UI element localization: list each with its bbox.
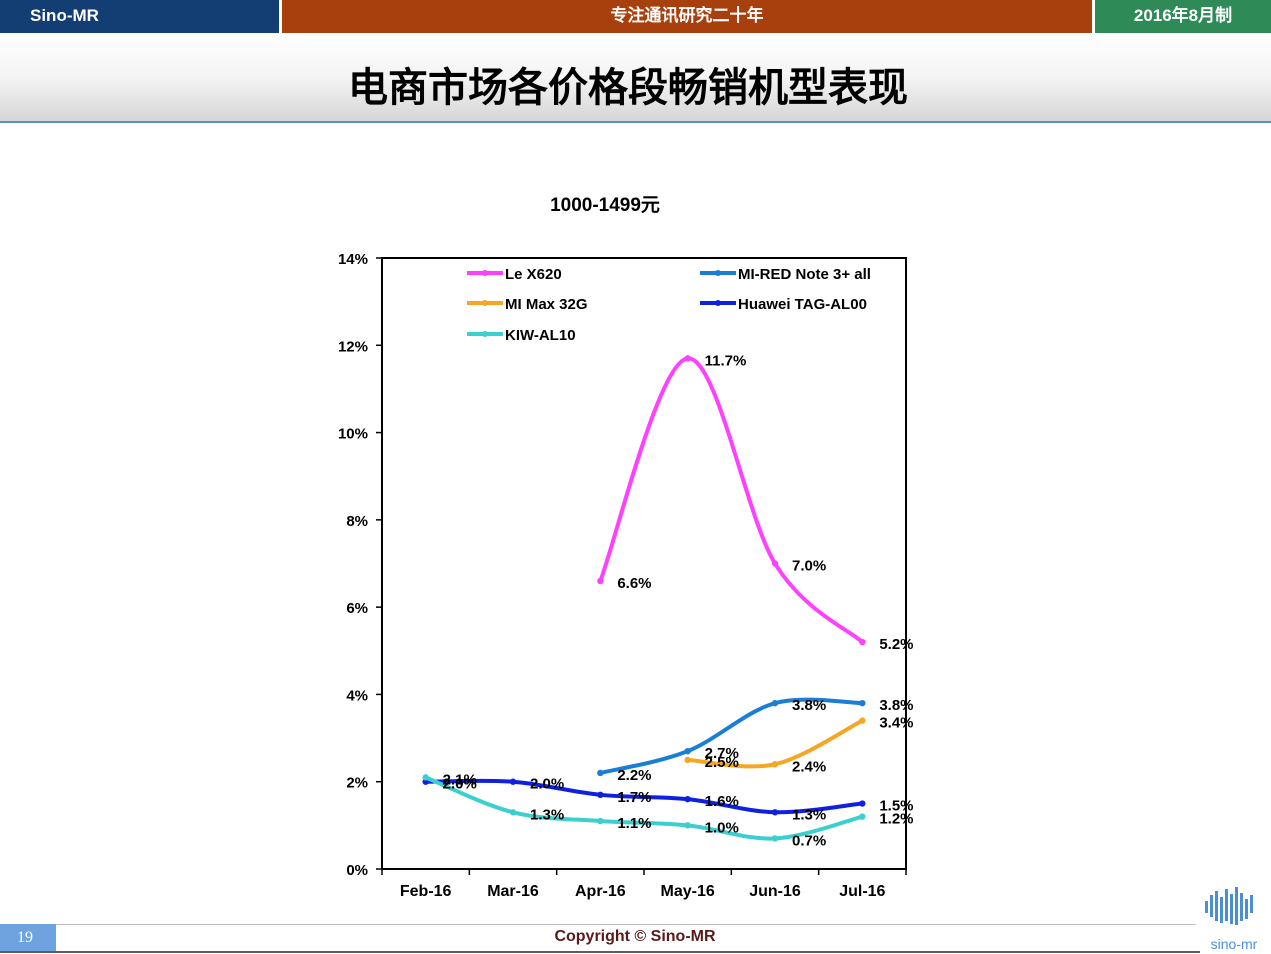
- data-point: [684, 795, 691, 803]
- legend-label: MI-RED Note 3+ all: [738, 266, 871, 283]
- footer-bottom-line: [0, 951, 1200, 953]
- brand-bar: Sino-MR: [0, 0, 279, 33]
- data-label: 0.7%: [792, 832, 826, 849]
- data-point: [684, 747, 691, 755]
- legend-marker: [482, 331, 488, 337]
- x-tick-label: Mar-16: [487, 883, 539, 900]
- x-tick-label: Jun-16: [749, 883, 801, 900]
- data-label: 2.0%: [530, 776, 564, 793]
- data-label: 2.5%: [705, 754, 739, 771]
- series-line: [425, 778, 863, 815]
- data-label: 2.2%: [617, 767, 651, 784]
- data-point: [771, 560, 779, 567]
- data-label: 2.0%: [443, 776, 477, 793]
- page-number-badge: 19: [0, 924, 56, 951]
- data-label: 6.6%: [617, 575, 651, 592]
- date-label: 2016年8月制: [1133, 6, 1233, 25]
- slogan-bar: 专注通讯研究二十年: [282, 0, 1092, 33]
- data-point: [859, 800, 866, 807]
- x-tick-label: Jul-16: [839, 883, 885, 900]
- data-label: 1.1%: [617, 815, 651, 832]
- y-tick-label: 0%: [346, 862, 368, 879]
- data-point: [597, 577, 604, 585]
- series-line: [598, 356, 864, 644]
- slogan: 专注通讯研究二十年: [610, 6, 764, 25]
- x-tick-label: Feb-16: [400, 883, 452, 900]
- date-bar: 2016年8月制: [1095, 0, 1271, 33]
- y-tick-label: 4%: [346, 687, 368, 704]
- data-label: 2.1%: [443, 771, 477, 788]
- legend-label: KIW-AL10: [505, 327, 576, 344]
- legend-marker: [482, 300, 488, 306]
- data-point: [684, 756, 691, 764]
- legend-label: MI Max 32G: [505, 296, 588, 313]
- legend-marker: [715, 270, 721, 276]
- data-point: [509, 778, 517, 785]
- brand-name: Sino-MR: [30, 6, 99, 25]
- sino-mr-logo: sino-mr: [1205, 887, 1258, 952]
- x-tick-label: May-16: [661, 883, 715, 900]
- data-point: [597, 769, 604, 777]
- data-label: 1.0%: [705, 819, 739, 836]
- y-tick-label: 10%: [338, 426, 368, 443]
- data-label: 3.8%: [879, 697, 913, 714]
- data-point: [859, 699, 866, 707]
- data-label: 1.3%: [792, 806, 826, 823]
- data-label: 5.2%: [879, 636, 913, 653]
- y-tick-label: 2%: [346, 775, 368, 792]
- data-point: [597, 817, 604, 825]
- chart-title: 1000-1499元: [550, 195, 660, 216]
- data-point: [859, 638, 866, 646]
- data-label: 1.5%: [879, 798, 913, 815]
- data-label: 2.7%: [705, 745, 739, 762]
- data-label: 7.0%: [792, 558, 826, 575]
- data-point: [771, 699, 779, 707]
- data-point: [771, 835, 779, 842]
- y-tick-label: 14%: [338, 251, 368, 268]
- data-label: 1.2%: [879, 811, 913, 828]
- legend-marker: [482, 270, 488, 276]
- page-number: 19: [17, 929, 33, 946]
- legend-label: Le X620: [505, 266, 562, 283]
- top-bar: Sino-MR 专注通讯研究二十年 2016年8月制: [0, 0, 1271, 33]
- y-tick-label: 12%: [338, 338, 368, 355]
- legend-marker: [715, 300, 721, 306]
- data-point: [771, 761, 779, 768]
- y-tick-label: 8%: [346, 513, 368, 530]
- header-divider: [0, 121, 1271, 123]
- data-label: 3.8%: [792, 697, 826, 714]
- data-point: [771, 809, 779, 816]
- data-label: 1.6%: [705, 793, 739, 810]
- series-line: [424, 775, 863, 841]
- data-point: [859, 717, 866, 724]
- legend-label: Huawei TAG-AL00: [738, 296, 867, 313]
- data-label: 1.7%: [617, 789, 651, 806]
- logo-text: sino-mr: [1211, 936, 1258, 952]
- data-label: 1.3%: [530, 806, 564, 823]
- data-label: 3.4%: [879, 715, 913, 732]
- data-point: [509, 809, 517, 816]
- data-label: 11.7%: [705, 352, 747, 369]
- data-point: [859, 813, 866, 820]
- footer-divider: [56, 924, 1196, 925]
- x-tick-label: Apr-16: [575, 883, 626, 900]
- title-band: [0, 33, 1271, 121]
- data-label: 2.4%: [792, 758, 826, 775]
- page-title: 电商市场各价格段畅销机型表现: [348, 66, 908, 110]
- series-line: [599, 697, 863, 775]
- data-point: [422, 774, 429, 781]
- line-chart: 0% 2% 4% 6% 8% 10% 12% 14% Feb-16 Mar-16 Apr-16 May…: [338, 251, 914, 900]
- copyright: Copyright © Sino-MR: [554, 928, 716, 945]
- y-tick-label: 6%: [346, 600, 368, 617]
- data-point: [684, 822, 691, 829]
- data-point: [684, 355, 691, 362]
- data-point: [597, 791, 604, 799]
